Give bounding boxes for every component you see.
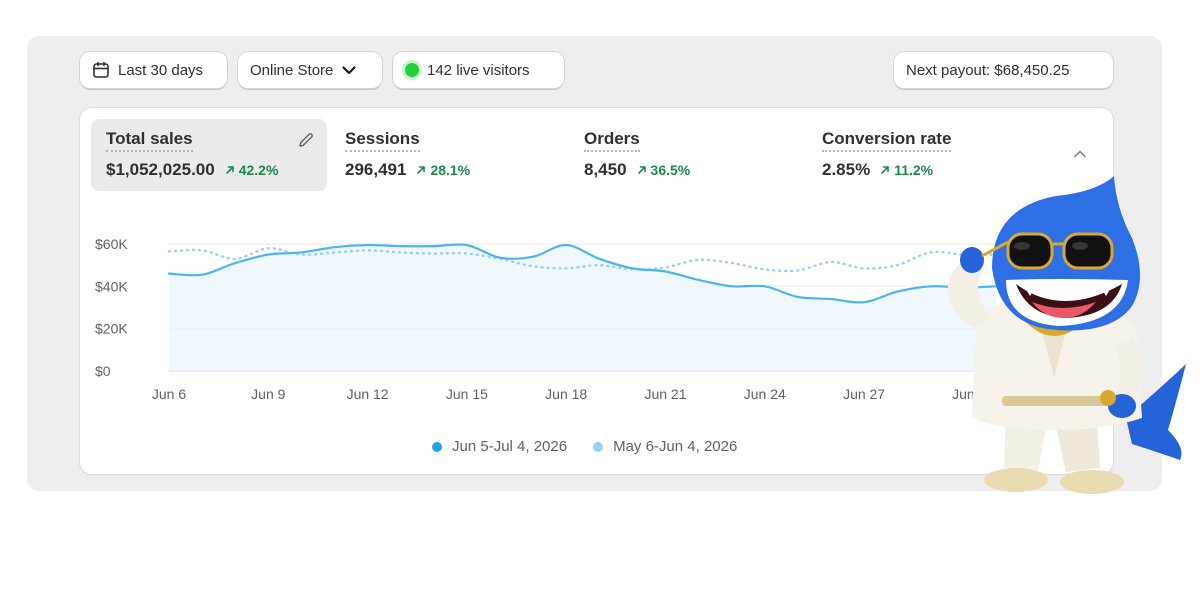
sales-line-chart: $0 $20K $40K $60K Jun 6 Jun 9 Jun 12 Jun 15 Jun …	[95, 236, 1065, 402]
metric-change-value: 36.5%	[650, 162, 691, 178]
legend-dot-icon	[432, 441, 442, 452]
channel-select[interactable]: Online Store	[238, 52, 382, 88]
metric-change: 28.1%	[416, 162, 470, 178]
next-payout-label: Next payout: $68,450.25	[906, 61, 1070, 79]
metric-change-value: 42.2%	[238, 162, 279, 178]
x-tick-label: Jun 9	[251, 386, 285, 402]
series-area	[169, 244, 997, 371]
metric-change: 11.2%	[880, 162, 933, 178]
series-line-previous	[167, 247, 998, 273]
next-payout-button[interactable]: Next payout: $68,450.25	[894, 52, 1113, 88]
chevron-up-icon[interactable]	[1072, 146, 1088, 167]
x-tick-label: Jun 12	[347, 386, 389, 402]
y-tick-label: $60K	[95, 236, 128, 252]
x-tick-label: Jun 21	[644, 386, 686, 402]
legend-label: Jun 5-Jul 4, 2026	[452, 438, 568, 455]
legend-dot-icon	[593, 441, 604, 452]
metric-label: Conversion rate	[822, 129, 952, 152]
x-tick-label: Jun 24	[744, 386, 786, 402]
sales-overview-card: Total sales $1,052,025.00 42.2% Sessions…	[80, 108, 1113, 474]
metric-value: 8,450	[584, 160, 627, 179]
calendar-icon	[92, 61, 110, 79]
live-indicator-icon	[405, 63, 419, 77]
shark-mascot-image	[948, 176, 1186, 494]
metric-value: $1,052,025.00	[106, 160, 215, 179]
metric-total-sales[interactable]: Total sales $1,052,025.00 42.2%	[91, 119, 327, 191]
metric-label: Orders	[584, 129, 640, 152]
arrow-up-right-icon	[417, 166, 426, 174]
metric-label: Sessions	[345, 129, 420, 152]
x-tick-label: Jun 6	[152, 386, 186, 402]
channel-label: Online Store	[250, 61, 334, 79]
legend-label: May 6-Jun 4, 2026	[613, 438, 738, 455]
metric-change: 36.5%	[637, 162, 691, 178]
metric-value: 2.85%	[822, 160, 871, 179]
legend-item-current[interactable]: Jun 5-Jul 4, 2026	[432, 438, 567, 455]
metric-change-value: 28.1%	[430, 162, 471, 178]
metric-conversion-rate[interactable]: Conversion rate 2.85% 11.2%	[807, 119, 1043, 191]
metric-change-value: 11.2%	[894, 162, 934, 178]
metric-sessions[interactable]: Sessions 296,491 28.1%	[330, 119, 566, 191]
date-range-label: Last 30 days	[118, 61, 204, 79]
x-tick-label: Jun 15	[446, 386, 488, 402]
metric-change: 42.2%	[225, 162, 279, 178]
x-tick-label: Jun	[952, 386, 975, 402]
arrow-up-right-icon	[881, 166, 890, 174]
metric-orders[interactable]: Orders 8,450 36.5%	[569, 119, 805, 191]
y-tick-label: $40K	[95, 278, 128, 294]
arrow-up-right-icon	[225, 166, 234, 174]
live-visitors-label: 142 live visitors	[427, 61, 530, 79]
live-visitors-button[interactable]: 142 live visitors	[393, 52, 564, 88]
date-range-button[interactable]: Last 30 days	[80, 52, 227, 88]
chevron-down-icon	[341, 62, 357, 78]
pencil-icon[interactable]	[297, 131, 315, 154]
legend-item-previous[interactable]: May 6-Jun 4, 2026	[593, 438, 737, 455]
y-tick-label: $0	[95, 363, 111, 379]
y-tick-label: $20K	[95, 321, 128, 337]
arrow-up-right-icon	[637, 166, 646, 174]
metric-label: Total sales	[106, 129, 193, 152]
x-tick-label: Jun 18	[545, 386, 587, 402]
chart-legend: Jun 5-Jul 4, 2026 May 6-Jun 4, 2026	[432, 438, 737, 455]
series-line-current	[167, 243, 998, 304]
x-tick-label: Jun 27	[843, 386, 885, 402]
metric-value: 296,491	[345, 160, 407, 179]
